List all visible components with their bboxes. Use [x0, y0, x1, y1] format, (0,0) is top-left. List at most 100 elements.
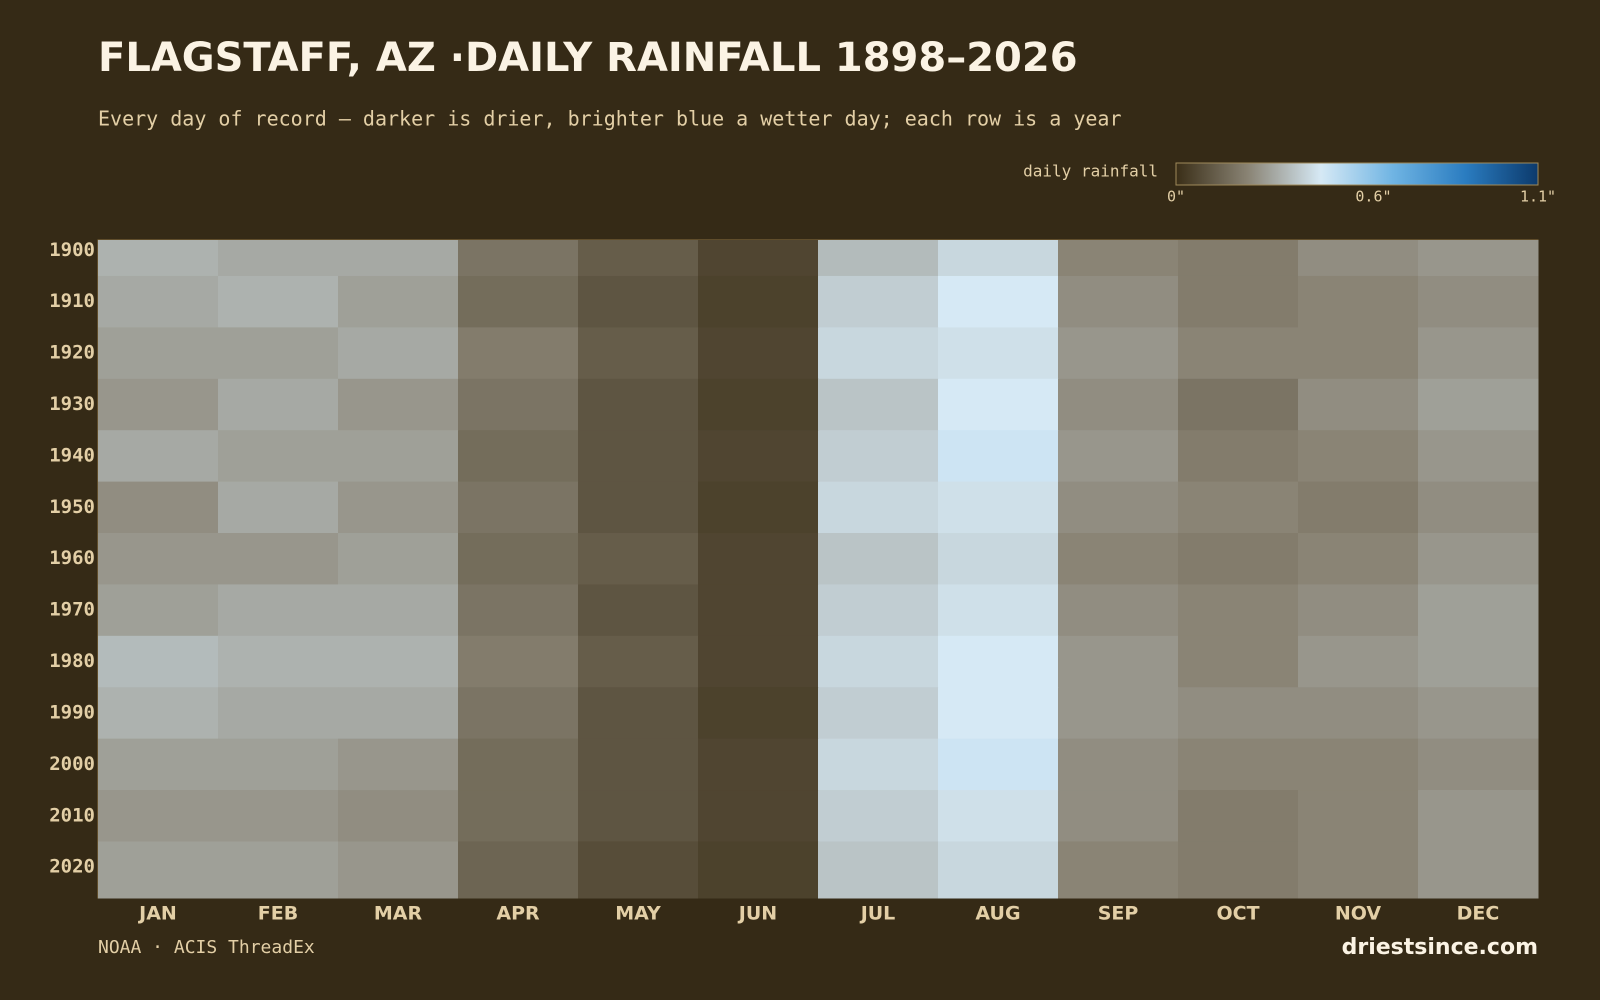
heat-cell	[98, 481, 219, 534]
heat-cell	[98, 687, 219, 740]
heat-cell	[458, 533, 579, 585]
heat-cell	[1298, 533, 1419, 585]
heat-cell	[818, 584, 939, 637]
heat-cell	[1058, 841, 1179, 899]
heat-cell	[1178, 275, 1299, 328]
heat-cell	[1058, 635, 1179, 688]
x-tick-label: DEC	[1457, 903, 1500, 925]
heat-cell	[938, 533, 1059, 585]
heat-cell	[98, 635, 219, 688]
heat-cell	[338, 275, 459, 328]
heat-cell	[1418, 687, 1539, 740]
heat-cell	[338, 481, 459, 534]
heat-cell	[1418, 533, 1539, 585]
heat-cell	[938, 430, 1059, 483]
heat-cell	[818, 635, 939, 688]
heat-cell	[818, 790, 939, 842]
heat-cell	[98, 533, 219, 585]
y-tick-label: 1940	[49, 444, 95, 466]
heat-cell	[98, 378, 219, 431]
heat-cell	[1298, 327, 1419, 380]
heat-cell	[1418, 790, 1539, 842]
heat-cell	[1178, 584, 1299, 637]
heat-cell	[458, 240, 579, 277]
x-tick-label: MAY	[615, 903, 661, 925]
heat-cell	[1058, 584, 1179, 637]
heat-cell	[1058, 430, 1179, 483]
heat-cell	[578, 841, 699, 899]
heat-cell	[218, 378, 339, 431]
heat-cell	[818, 687, 939, 740]
heat-cell	[458, 738, 579, 791]
heat-cell	[98, 327, 219, 380]
heat-cell	[458, 481, 579, 534]
y-tick-label: 1910	[49, 290, 95, 312]
y-tick-label: 2010	[49, 804, 95, 826]
heat-cell	[338, 430, 459, 483]
heat-cell	[1178, 240, 1299, 277]
heat-cell	[1058, 738, 1179, 791]
colorbar	[1175, 162, 1539, 186]
heat-cell	[1298, 378, 1419, 431]
y-tick-label: 1920	[49, 342, 95, 364]
colorbar-tick-label: 0"	[1167, 188, 1185, 206]
heat-cell	[938, 481, 1059, 534]
y-tick-label: 1960	[49, 547, 95, 569]
heat-cell	[818, 378, 939, 431]
heat-cell	[938, 738, 1059, 791]
y-tick-label: 1900	[49, 239, 95, 261]
heat-cell	[938, 790, 1059, 842]
heat-cell	[458, 790, 579, 842]
heat-cell	[1418, 430, 1539, 483]
heat-cell	[1058, 275, 1179, 328]
heat-cell	[1178, 738, 1299, 791]
heat-cell	[1178, 533, 1299, 585]
heat-cell	[698, 841, 819, 899]
heat-cell	[218, 327, 339, 380]
heat-cell	[218, 533, 339, 585]
heat-cell	[818, 327, 939, 380]
heat-cell	[818, 430, 939, 483]
heat-cell	[578, 430, 699, 483]
heat-cell	[818, 481, 939, 534]
heat-cell	[98, 841, 219, 899]
heat-cell	[938, 240, 1059, 277]
chart-subtitle: Every day of record — darker is drier, b…	[98, 107, 1122, 131]
heat-cell	[1418, 275, 1539, 328]
heat-cell	[578, 481, 699, 534]
heat-cell	[1178, 841, 1299, 899]
heat-cell	[1058, 481, 1179, 534]
heat-cell	[1418, 481, 1539, 534]
heat-cell	[338, 327, 459, 380]
heat-cell	[218, 481, 339, 534]
heat-cell	[578, 378, 699, 431]
heat-cell	[1298, 790, 1419, 842]
heat-cell	[1418, 738, 1539, 791]
heat-cell	[698, 240, 819, 277]
x-tick-label: OCT	[1216, 903, 1259, 925]
heat-cell	[1418, 841, 1539, 899]
y-tick-label: 1950	[49, 496, 95, 518]
heat-cell	[1058, 533, 1179, 585]
heat-cell	[938, 584, 1059, 637]
heat-cell	[1178, 635, 1299, 688]
heat-cell	[938, 327, 1059, 380]
heat-cell	[938, 687, 1059, 740]
x-tick-label: FEB	[258, 903, 298, 925]
heat-cell	[1058, 687, 1179, 740]
heat-cell	[458, 841, 579, 899]
heat-cell	[1418, 584, 1539, 637]
heat-cell	[698, 687, 819, 740]
heat-cell	[1418, 327, 1539, 380]
heat-cell	[218, 584, 339, 637]
heat-cell	[698, 738, 819, 791]
heat-cell	[218, 635, 339, 688]
heat-cell	[218, 738, 339, 791]
heat-cell	[458, 275, 579, 328]
heat-cell	[578, 275, 699, 328]
heat-cell	[1298, 430, 1419, 483]
y-tick-label: 2020	[49, 856, 95, 878]
heat-cell	[818, 738, 939, 791]
heat-cell	[98, 584, 219, 637]
